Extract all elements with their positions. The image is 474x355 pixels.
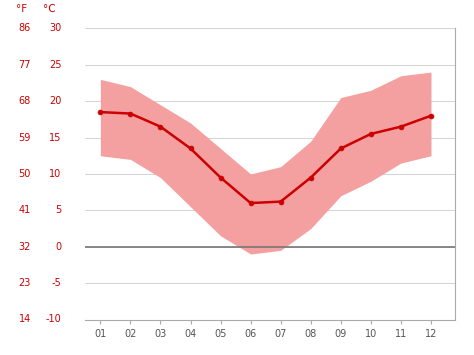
Text: 59: 59 [18, 132, 31, 143]
Text: °C: °C [44, 4, 56, 14]
Text: 68: 68 [18, 96, 31, 106]
Text: 14: 14 [18, 315, 31, 324]
Text: 41: 41 [18, 205, 31, 215]
Text: 30: 30 [49, 23, 62, 33]
Text: -10: -10 [46, 315, 62, 324]
Text: -5: -5 [52, 278, 62, 288]
Text: 5: 5 [55, 205, 62, 215]
Text: 25: 25 [49, 60, 62, 70]
Text: 23: 23 [18, 278, 31, 288]
Text: 0: 0 [55, 242, 62, 252]
Text: 20: 20 [49, 96, 62, 106]
Text: 50: 50 [18, 169, 31, 179]
Text: 86: 86 [18, 23, 31, 33]
Text: 77: 77 [18, 60, 31, 70]
Text: °F: °F [16, 4, 27, 14]
Text: 32: 32 [18, 242, 31, 252]
Text: 10: 10 [49, 169, 62, 179]
Text: 15: 15 [49, 132, 62, 143]
